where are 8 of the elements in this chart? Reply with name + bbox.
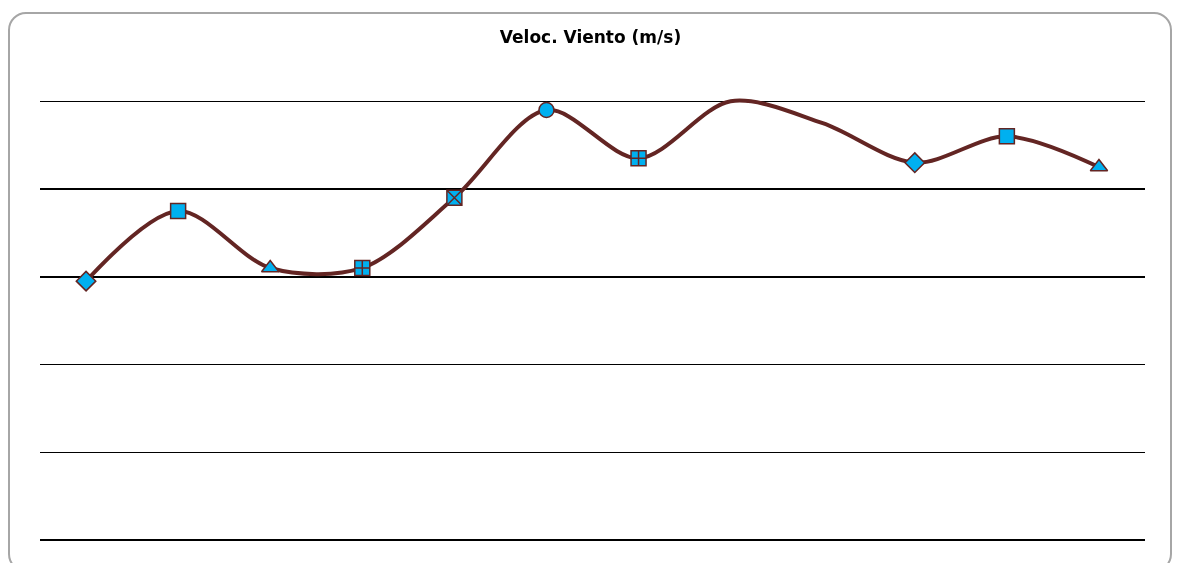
point — [998, 128, 1016, 145]
point — [169, 202, 187, 220]
chart-title: Veloc. Viento (m/s) — [499, 26, 682, 47]
point — [260, 259, 280, 273]
point — [354, 259, 371, 277]
point — [538, 101, 555, 119]
point — [630, 150, 647, 167]
point — [446, 189, 463, 207]
